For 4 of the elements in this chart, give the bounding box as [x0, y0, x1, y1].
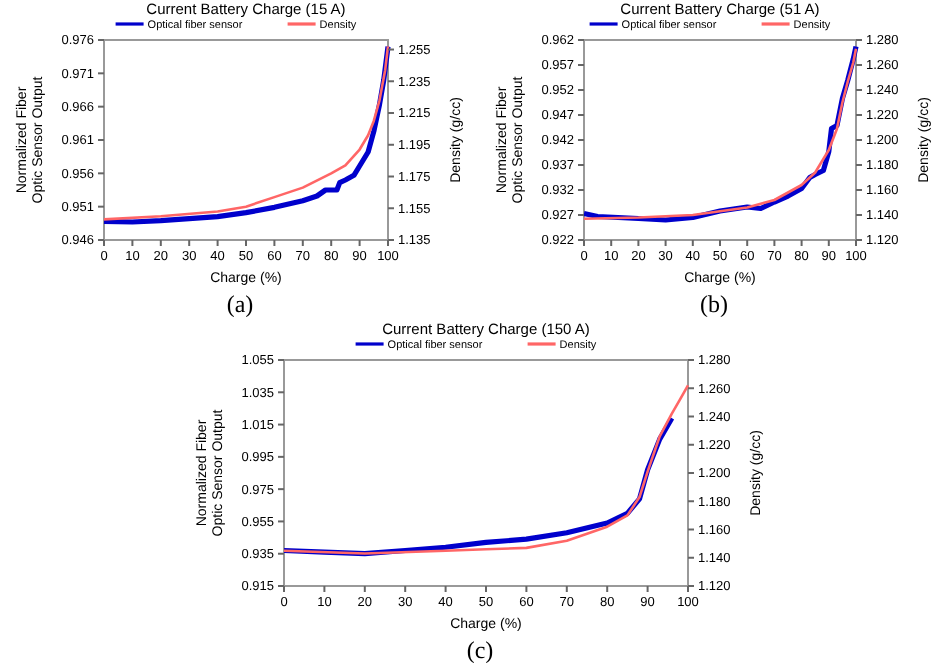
text: (b) — [700, 290, 728, 318]
text: (c) — [466, 636, 494, 664]
line-series — [282, 384, 690, 555]
text: (a) — [226, 290, 254, 318]
